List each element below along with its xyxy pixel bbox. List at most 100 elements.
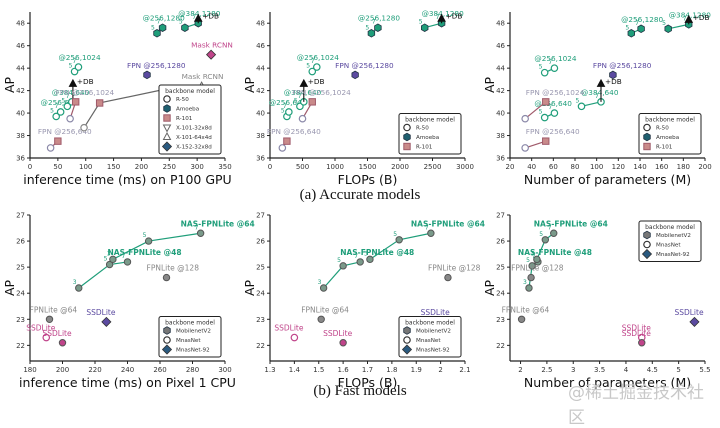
data-point — [528, 262, 536, 270]
legend: backbone model R-50 Amoeba R-101 X-101-32x8d… — [158, 84, 222, 155]
legend-label: MnasNet — [416, 338, 441, 344]
data-point — [542, 98, 550, 106]
series-label: +DB — [693, 13, 710, 22]
y-tick-label: 42 — [496, 87, 505, 95]
chart-gpu-time: 0 50 100 150 200 250 300 350 36 38 40 42 44 46 48 infer… — [2, 9, 233, 187]
series-label: NAS-FPNLite @48 — [340, 248, 414, 257]
y-tick-label: 25 — [496, 264, 505, 272]
series--384-1280: 5 7@384,1280 — [419, 9, 464, 32]
x-tick-label: 1.4 — [289, 366, 301, 374]
point-label: 7 — [66, 93, 70, 100]
point-label: 7 — [283, 103, 287, 110]
series-label: SSDLite — [86, 308, 115, 317]
data-point — [58, 339, 67, 347]
y-tick-label: 24 — [256, 290, 265, 298]
data-point — [517, 315, 526, 323]
point-label: 5 — [294, 97, 298, 104]
y-tick-label: 22 — [496, 342, 505, 350]
series--256-640: 57@256,640 — [269, 98, 307, 121]
data-point — [80, 123, 88, 132]
legend-label: MobilenetV2 — [416, 329, 451, 335]
y-tick-label: 24 — [496, 290, 505, 298]
legend-marker — [643, 123, 651, 132]
y-tick-label: 38 — [256, 132, 265, 140]
x-tick-label: 0 — [268, 163, 272, 171]
x-tick-label: 200 — [135, 163, 148, 171]
legend-label: R-50 — [416, 126, 429, 132]
data-point — [637, 24, 645, 34]
series-label: SSDLite — [622, 324, 651, 333]
series-ssdlite: SSDLite — [674, 308, 704, 327]
x-tick-label: 120 — [612, 163, 625, 171]
y-tick-label: 23 — [16, 316, 25, 324]
legend-title: backbone model — [165, 88, 215, 95]
legend-label: R-50 — [656, 126, 669, 132]
data-point — [395, 236, 403, 244]
caption-accurate: (a) Accurate models — [299, 187, 421, 203]
point-label: 5 — [576, 97, 580, 104]
series-fpn-256-1024: FPN @256,1024 — [521, 88, 585, 123]
series-label: SSDLite — [674, 308, 703, 317]
y-tick-label: 48 — [496, 20, 505, 28]
x-tick-label: 140 — [633, 163, 646, 171]
point-label: 7 — [548, 59, 552, 66]
y-tick-label: 40 — [496, 110, 505, 118]
series-fpn-256-1280: FPN @256,1280 — [335, 61, 394, 80]
data-point — [339, 262, 347, 270]
data-point — [196, 229, 205, 237]
series-label: FPN @256,1024 — [56, 88, 115, 97]
point-label: 3 — [107, 250, 111, 257]
legend-marker — [162, 131, 172, 140]
series-fpnlite-64: FPNLite @64 — [502, 305, 550, 323]
data-point — [45, 315, 54, 323]
legend: backbone model MobilenetV2 MnasNet MnasNet-… — [638, 220, 702, 262]
series-label: @384,640 — [284, 88, 322, 97]
series-label: @384,1280 — [178, 9, 220, 18]
point-label: 3 — [364, 250, 368, 257]
point-label: 5 — [625, 24, 629, 31]
data-point — [339, 339, 347, 347]
data-point — [527, 273, 535, 282]
legend-marker — [403, 142, 411, 151]
chart-flops-accurate: 0 500 1000 1500 2000 2500 3000 36 38 40 42 44 46 48 FL… — [242, 9, 474, 187]
data-point — [356, 258, 364, 266]
x-tick-label: 220 — [88, 366, 101, 374]
point-label: 3 — [318, 279, 322, 286]
series-label: @384,640 — [52, 88, 90, 97]
x-tick-label: 1.6 — [338, 366, 350, 374]
point-label: 3 — [523, 279, 527, 286]
series-fpn-256-1024: FPN @256,1024 — [292, 88, 351, 123]
series--384-640: 5 7@384,640 — [576, 88, 619, 111]
data-point — [95, 99, 104, 107]
series-label: +DB — [605, 77, 622, 86]
x-tick-label: 40 — [527, 163, 536, 171]
point-label: 7 — [683, 15, 687, 22]
y-tick-label: 48 — [256, 20, 265, 28]
x-tick-label: 1500 — [359, 163, 377, 171]
y-tick-label: 36 — [496, 155, 505, 163]
point-label: 7 — [55, 103, 59, 110]
x-tick-label: 100 — [590, 163, 603, 171]
x-tick-label: 20 — [506, 163, 515, 171]
x-tick-label: 160 — [655, 163, 668, 171]
point-label: 7 — [354, 253, 358, 260]
point-label: 7 — [635, 20, 639, 27]
legend-marker — [401, 344, 413, 355]
legend-marker — [641, 248, 653, 260]
legend-title: backbone model — [645, 117, 695, 124]
x-tick-label: 60 — [549, 163, 558, 171]
data-point — [577, 102, 586, 111]
point-label: 5 — [104, 256, 108, 263]
series-label: @256,640 — [534, 99, 572, 108]
x-axis-label: Number of parameters (M) — [524, 172, 691, 187]
y-tick-label: 23 — [496, 316, 505, 324]
chart-flops-fast: 1.3 1.4 1.5 1.6 1.7 1.8 1.9 2 2.1 22 23 24 25 26 27 FLO… — [242, 212, 485, 391]
point-label: 5 — [69, 63, 73, 70]
series-fpn-256-1024: FPN @256,1024 — [56, 88, 115, 123]
series-label: @256,1280 — [358, 14, 400, 23]
legend-box — [638, 220, 702, 262]
data-point — [550, 229, 558, 237]
point-label: 7 — [311, 58, 315, 65]
caption-fast: (b) Fast models — [313, 383, 407, 399]
